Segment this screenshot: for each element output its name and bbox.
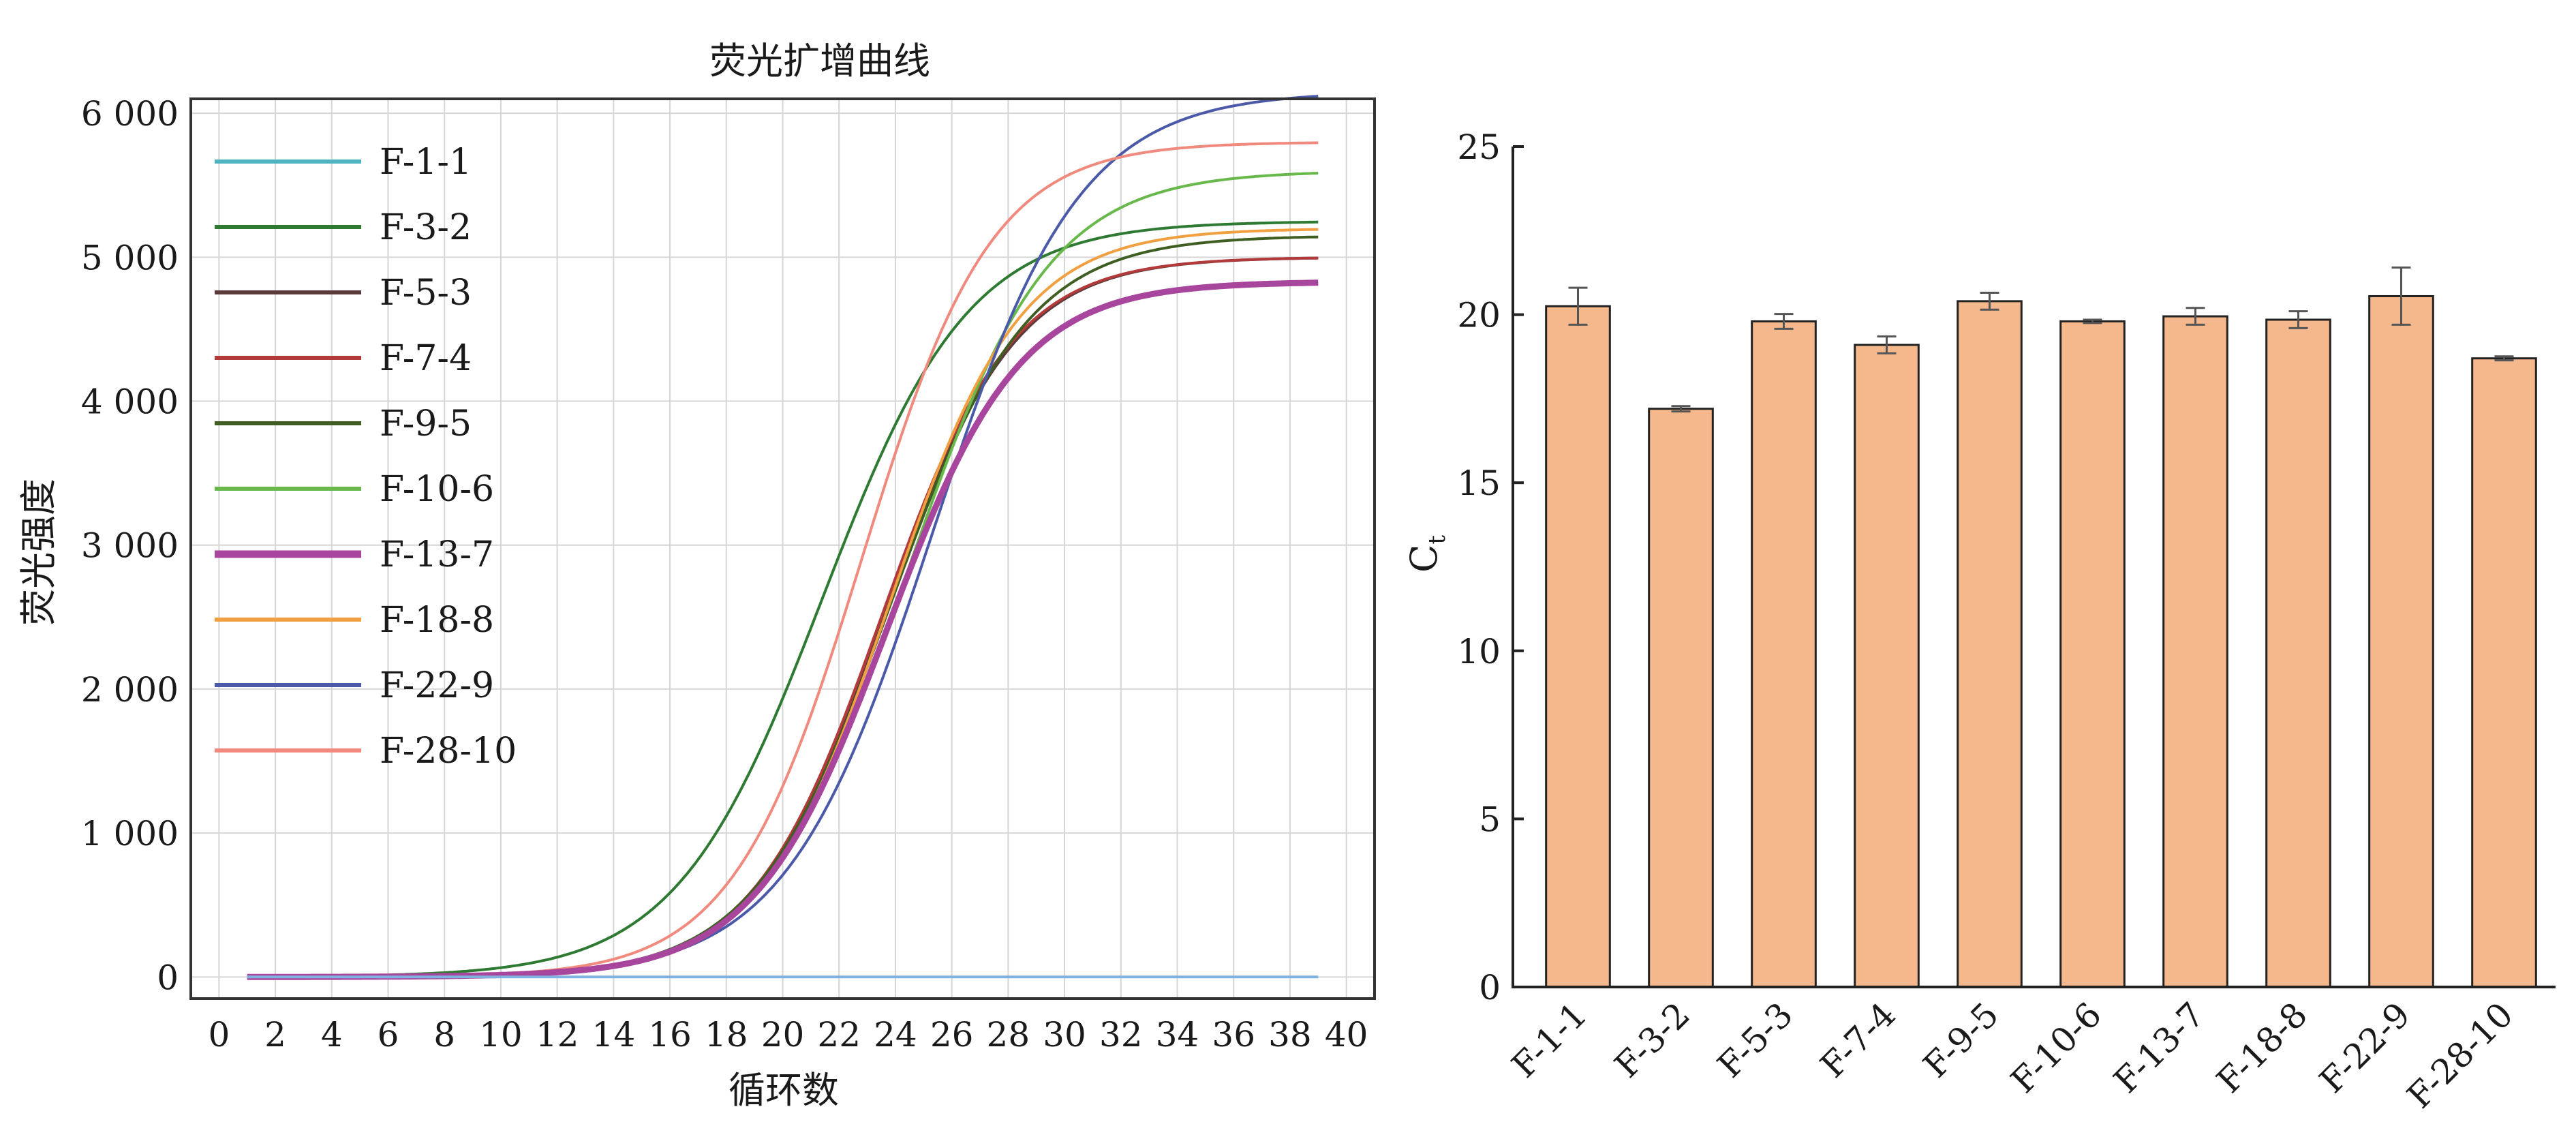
y-tick-label: 6 000 [81, 94, 179, 134]
bar-F-28-10 [2471, 357, 2537, 988]
y-tick-label: 2 000 [81, 670, 179, 710]
x-tick-label: 20 [761, 1015, 805, 1054]
x-tick-label: 34 [1156, 1015, 1199, 1054]
legend-label: F-9-5 [380, 404, 472, 444]
bars [1545, 294, 2537, 988]
y-tick-label: 5 [1479, 800, 1501, 839]
x-tick-label: 22 [817, 1015, 861, 1054]
legend-label: F-22-9 [380, 665, 494, 706]
y-tick-label: 15 [1457, 464, 1501, 503]
x-tick-label: 12 [536, 1015, 579, 1054]
x-axis-label: 循环数 [729, 1069, 839, 1112]
x-axis-ticks: 0 2 4 6 8 10 12 14 16 18 20 22 24 26 28 30 32 34 36 38 40 [208, 1015, 1368, 1054]
y-axis-label: 荧光强度 [17, 479, 60, 626]
x-tick-label: 40 [1325, 1015, 1368, 1054]
legend-label: F-7-4 [380, 338, 472, 379]
y-tick-label: 3 000 [81, 526, 179, 566]
y-tick-label: 0 [157, 958, 179, 997]
ct-bar-chart: 0 5 10 15 20 25 F-1-1 F-3-2 F-5-3 F-7-4 F-9-5F-10… [1402, 127, 2556, 1116]
bar-F-5-3 [1751, 320, 1817, 988]
x-tick-label: 24 [874, 1015, 917, 1054]
x-tick-label: 10 [479, 1015, 523, 1054]
x-tick-label: 18 [705, 1015, 748, 1054]
y-axis-ticks: 0 5 10 15 20 25 [1457, 127, 1524, 1007]
x-tick-label: 14 [592, 1015, 636, 1054]
y-axis-label-main: C [1402, 545, 1445, 573]
legend-label: F-3-2 [380, 207, 472, 248]
x-category-label: F-10-6 [2004, 994, 2109, 1100]
bar-F-22-9 [2368, 294, 2434, 988]
x-tick-label: 8 [433, 1015, 455, 1054]
bar-F-3-2 [1648, 408, 1714, 988]
legend-label: F-10-6 [380, 469, 494, 510]
bar-F-1-1 [1545, 305, 1611, 988]
x-tick-label: 28 [987, 1015, 1030, 1054]
x-tick-label: 0 [208, 1015, 230, 1054]
y-axis-label-subscript: t [1424, 535, 1451, 545]
bar-F-10-6 [2059, 320, 2126, 988]
series-lines [247, 95, 1319, 980]
x-category-label: F-3-2 [1607, 994, 1698, 1085]
x-tick-label: 30 [1043, 1015, 1086, 1054]
amplification-curve-chart: 荧光扩增曲线 0 1 000 2 000 3 000 4 000 5 000 6 000 0… [17, 40, 1376, 1112]
y-tick-label: 4 000 [81, 382, 179, 422]
x-tick-label: 4 [321, 1015, 343, 1054]
x-axis-category-labels: F-1-1 F-3-2 F-5-3 F-7-4 F-9-5F-10-6F-13-7F-1… [1504, 994, 2521, 1116]
legend: F-1-1 F-3-2 F-5-3 F-7-4 F-9-5 F-10-6 F-13-7 F-1… [215, 142, 517, 772]
chart-title: 荧光扩增曲线 [709, 40, 930, 82]
error-bars [1568, 267, 2514, 413]
x-tick-label: 26 [930, 1015, 974, 1054]
x-category-label: F-1-1 [1504, 994, 1595, 1085]
x-category-label: F-13-7 [2106, 994, 2212, 1100]
bar-F-9-5 [1957, 300, 2023, 988]
x-tick-label: 2 [264, 1015, 286, 1054]
x-category-label: F-28-10 [2399, 994, 2521, 1116]
y-tick-label: 10 [1457, 632, 1501, 671]
bar-F-13-7 [2162, 315, 2228, 988]
x-tick-label: 36 [1212, 1015, 1255, 1054]
x-category-label: F-9-5 [1916, 994, 2006, 1085]
legend-label: F-5-3 [380, 273, 472, 314]
x-category-label: F-5-3 [1710, 994, 1800, 1085]
legend-label: F-13-7 [380, 534, 494, 575]
legend-label: F-28-10 [380, 731, 517, 772]
y-axis-label: Ct [1402, 535, 1451, 573]
x-category-label: F-7-4 [1813, 994, 1903, 1085]
bar-F-7-4 [1854, 344, 1920, 988]
y-tick-label: 20 [1457, 296, 1501, 335]
plot-frame [189, 97, 1376, 1000]
x-tick-label: 16 [648, 1015, 692, 1054]
x-category-label: F-18-8 [2209, 994, 2315, 1100]
legend-label: F-1-1 [380, 142, 472, 183]
bar-F-18-8 [2265, 318, 2331, 988]
y-tick-label: 1 000 [81, 814, 179, 853]
x-tick-label: 38 [1268, 1015, 1312, 1054]
legend-label: F-18-8 [380, 600, 494, 641]
x-tick-label: 6 [378, 1015, 399, 1054]
y-tick-label: 0 [1479, 968, 1501, 1007]
y-tick-label: 25 [1457, 127, 1501, 167]
x-tick-label: 32 [1099, 1015, 1143, 1054]
y-tick-label: 5 000 [81, 238, 179, 277]
y-axis-ticks: 0 1 000 2 000 3 000 4 000 5 000 6 000 [81, 94, 179, 997]
